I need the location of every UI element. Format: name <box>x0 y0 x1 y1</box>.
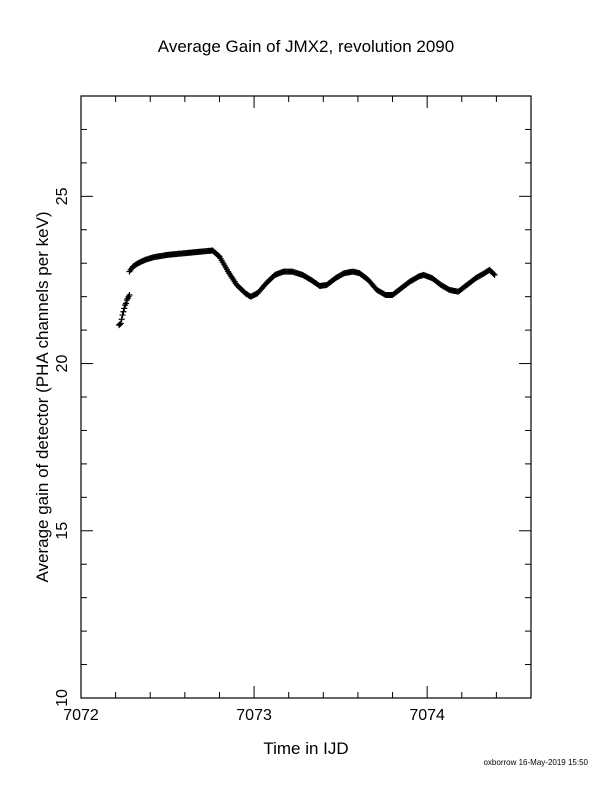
data-point <box>123 300 129 307</box>
data-markers <box>116 247 498 329</box>
y-tick-label: 10 <box>54 689 71 707</box>
y-tick-label: 15 <box>54 522 71 540</box>
x-tick-label: 7073 <box>236 707 272 724</box>
y-tick-label: 20 <box>54 355 71 373</box>
data-point <box>490 270 497 277</box>
data-point <box>126 291 133 298</box>
tick-labels: 7072 7073 7074 10 15 20 25 <box>54 187 445 724</box>
data-point <box>118 316 125 323</box>
x-tick-label: 7072 <box>63 707 99 724</box>
data-point <box>120 308 127 315</box>
data-point <box>117 320 124 327</box>
x-tick-label: 7074 <box>409 707 445 724</box>
footer-stamp: oxborrow 16-May-2019 15:50 <box>483 758 588 767</box>
data-point <box>491 271 498 278</box>
plot-frame <box>80 95 532 699</box>
x-axis-label: Time in IJD <box>263 739 348 758</box>
y-axis-label: Average gain of detector (PHA channels p… <box>33 211 52 582</box>
axis-ticks <box>80 95 532 699</box>
y-tick-label: 25 <box>54 187 71 205</box>
data-point <box>116 321 123 328</box>
data-point <box>119 312 126 319</box>
chart-title: Average Gain of JMX2, revolution 2090 <box>158 37 454 56</box>
data-point <box>121 305 128 312</box>
